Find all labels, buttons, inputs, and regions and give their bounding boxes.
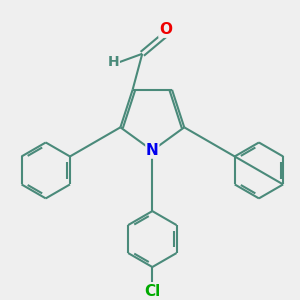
Text: H: H: [108, 55, 119, 69]
Text: O: O: [159, 22, 172, 37]
Text: Cl: Cl: [144, 284, 160, 299]
Text: N: N: [146, 143, 159, 158]
